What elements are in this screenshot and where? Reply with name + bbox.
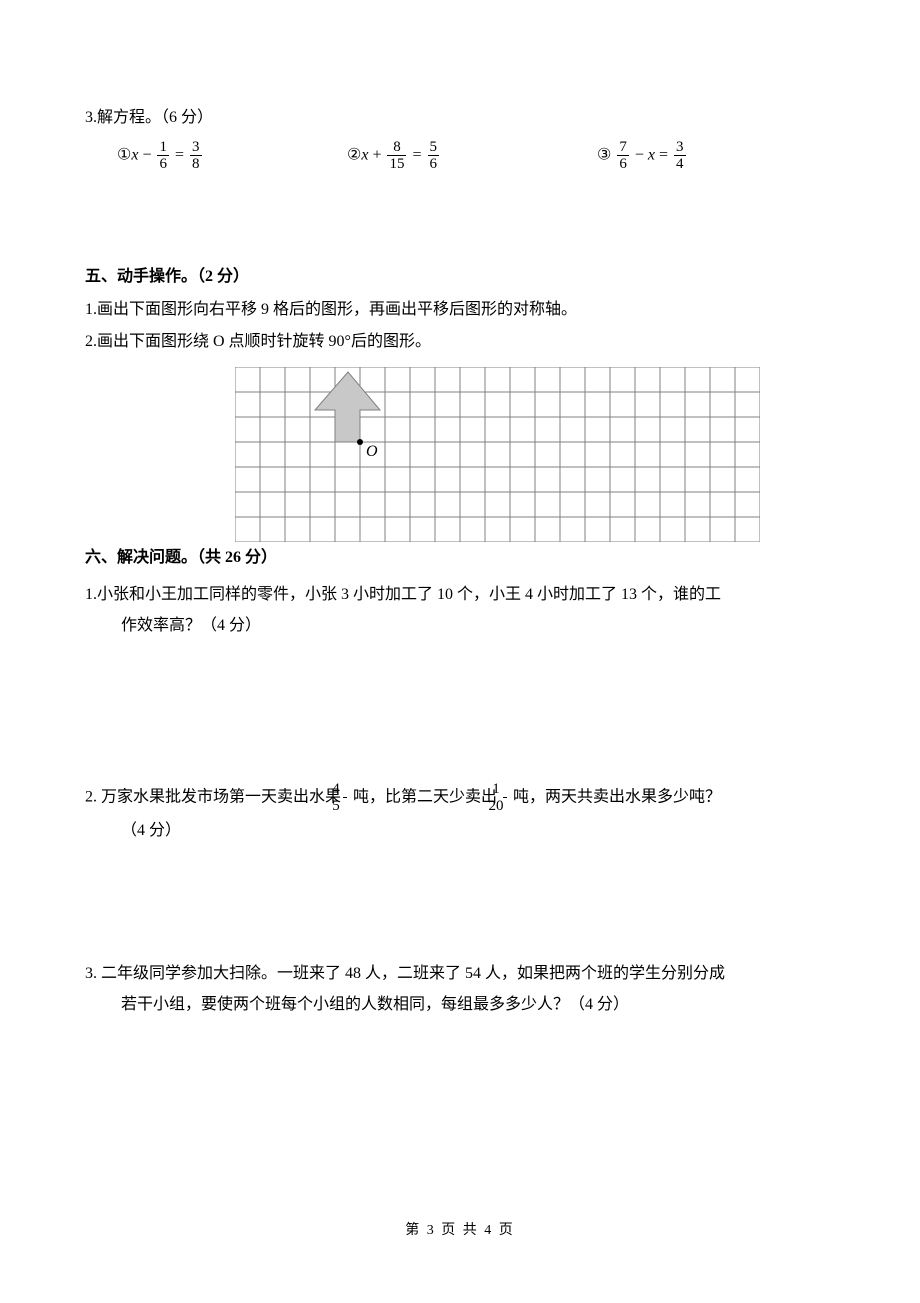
- sec6-heading: 六、解决问题。（共 26 分）: [85, 544, 835, 573]
- p2-mid: 吨，比第二天少卖出: [349, 788, 501, 805]
- problem-3: 3. 二年级同学参加大扫除。一班来了 48 人，二班来了 54 人，如果把两个班…: [85, 960, 835, 1020]
- p3-line2: 若干小组，要使两个班每个小组的人数相同，每组最多多少人？（4 分）: [85, 991, 835, 1020]
- p2-post: 吨，两天共卖出水果多少吨？: [509, 788, 721, 805]
- eq2-var: x: [361, 146, 368, 163]
- eq3-frac2: 34: [674, 139, 686, 173]
- equation-3: ③ 76 − x = 34: [597, 139, 797, 173]
- page: 3.解方程。（6 分） ①x − 16 = 38 ②x + 815 = 56 ③…: [0, 0, 920, 1303]
- eq2-frac2: 56: [428, 139, 440, 173]
- eq2-frac1: 815: [387, 139, 406, 173]
- eq3-eq: =: [659, 146, 668, 163]
- page-footer: 第 3 页 共 4 页: [0, 1218, 920, 1243]
- p2-pre: 2. 万家水果批发市场第一天卖出水果: [85, 788, 341, 805]
- problem-2: 2. 万家水果批发市场第一天卖出水果45 吨，比第二天少卖出 120 吨，两天共…: [85, 781, 835, 846]
- eq1-frac2: 38: [190, 139, 202, 173]
- grid-svg: O: [235, 367, 760, 542]
- sec5-item1: 1.画出下面图形向右平移 9 格后的图形，再画出平移后图形的对称轴。: [85, 296, 835, 325]
- eq2-label: ②: [347, 146, 361, 163]
- p2-frac2: 120: [503, 781, 507, 815]
- p3-line1: 3. 二年级同学参加大扫除。一班来了 48 人，二班来了 54 人，如果把两个班…: [85, 960, 835, 989]
- sec5-item2: 2.画出下面图形绕 O 点顺时针旋转 90°后的图形。: [85, 328, 835, 357]
- eq3-frac1: 76: [617, 139, 629, 173]
- eq3-label: ③: [597, 146, 611, 163]
- p2-line2: （4 分）: [85, 817, 835, 846]
- equation-1: ①x − 16 = 38: [85, 139, 347, 173]
- eq1-frac1: 16: [157, 139, 169, 173]
- workspace-2: [85, 847, 835, 952]
- p1-line2: 作效率高？（4 分）: [85, 612, 835, 641]
- q3-title: 3.解方程。（6 分）: [85, 104, 835, 133]
- grid-figure: O: [235, 367, 835, 542]
- eq1-op: −: [142, 146, 151, 163]
- eq3-var: x: [648, 146, 655, 163]
- sec5-heading: 五、动手操作。（2 分）: [85, 263, 835, 292]
- p2-frac1: 45: [343, 781, 347, 815]
- equation-2: ②x + 815 = 56: [347, 139, 597, 173]
- eq2-eq: =: [412, 146, 421, 163]
- eq2-op: +: [372, 146, 381, 163]
- eq3-op: −: [635, 146, 644, 163]
- svg-text:O: O: [366, 443, 378, 460]
- problem-1: 1.小张和小王加工同样的零件，小张 3 小时加工了 10 个，小王 4 小时加工…: [85, 581, 835, 641]
- equation-row: ①x − 16 = 38 ②x + 815 = 56 ③ 76 − x = 34: [85, 139, 835, 173]
- eq1-eq: =: [175, 146, 184, 163]
- p2-line1: 2. 万家水果批发市场第一天卖出水果45 吨，比第二天少卖出 120 吨，两天共…: [85, 781, 835, 815]
- eq1-label: ①: [117, 146, 131, 163]
- workspace-1: [85, 643, 835, 773]
- p1-line1: 1.小张和小王加工同样的零件，小张 3 小时加工了 10 个，小王 4 小时加工…: [85, 581, 835, 610]
- eq1-var: x: [131, 146, 138, 163]
